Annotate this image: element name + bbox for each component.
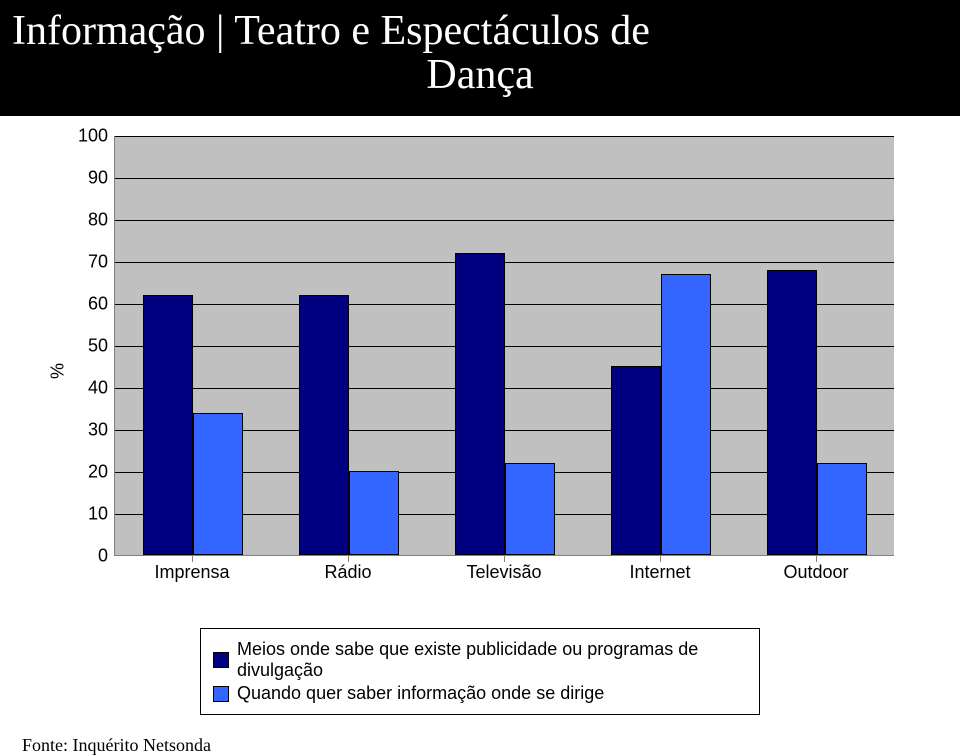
plot-area (114, 136, 894, 556)
x-tick-label: Internet (629, 562, 690, 583)
bar-series-2 (349, 471, 399, 555)
bar-series-2 (505, 463, 555, 555)
y-tick-label: 40 (78, 378, 108, 399)
y-tick-label: 60 (78, 294, 108, 315)
bar-series-1 (299, 295, 349, 555)
bar-series-1 (143, 295, 193, 555)
legend-item: Meios onde sabe que existe publicidade o… (213, 639, 747, 681)
bar-series-2 (817, 463, 867, 555)
y-axis-ticks: 0102030405060708090100 (78, 136, 108, 556)
bar-series-2 (661, 274, 711, 555)
x-tick-label: Rádio (324, 562, 371, 583)
y-axis-label: % (48, 363, 69, 379)
legend-swatch-series-1 (213, 652, 229, 668)
legend: Meios onde sabe que existe publicidade o… (200, 628, 760, 715)
legend-swatch-series-2 (213, 686, 229, 702)
y-tick-label: 30 (78, 420, 108, 441)
bar-series-1 (455, 253, 505, 555)
y-tick-label: 80 (78, 210, 108, 231)
grid-line (115, 178, 894, 179)
grid-line (115, 136, 894, 137)
x-tick-label: Outdoor (783, 562, 848, 583)
legend-label-series-1: Meios onde sabe que existe publicidade o… (237, 639, 747, 681)
x-tick-label: Imprensa (154, 562, 229, 583)
y-tick-label: 0 (78, 546, 108, 567)
bar-series-2 (193, 413, 243, 556)
y-tick-label: 20 (78, 462, 108, 483)
y-tick-label: 10 (78, 504, 108, 525)
y-tick-label: 50 (78, 336, 108, 357)
title-line-2: Dança (12, 52, 948, 98)
title-bar: Informação | Teatro e Espectáculos de Da… (0, 0, 960, 116)
legend-label-series-2: Quando quer saber informação onde se dir… (237, 683, 604, 704)
bar-series-1 (611, 366, 661, 555)
bar-series-1 (767, 270, 817, 556)
y-tick-label: 70 (78, 252, 108, 273)
bar-chart: % 0102030405060708090100 ImprensaRádioTe… (50, 136, 910, 606)
title-line-1: Informação | Teatro e Espectáculos de (12, 8, 948, 54)
y-tick-label: 90 (78, 168, 108, 189)
source-text: Fonte: Inquérito Netsonda (22, 735, 960, 756)
legend-item: Quando quer saber informação onde se dir… (213, 683, 747, 704)
y-tick-label: 100 (78, 126, 108, 147)
x-tick-label: Televisão (466, 562, 541, 583)
grid-line (115, 220, 894, 221)
